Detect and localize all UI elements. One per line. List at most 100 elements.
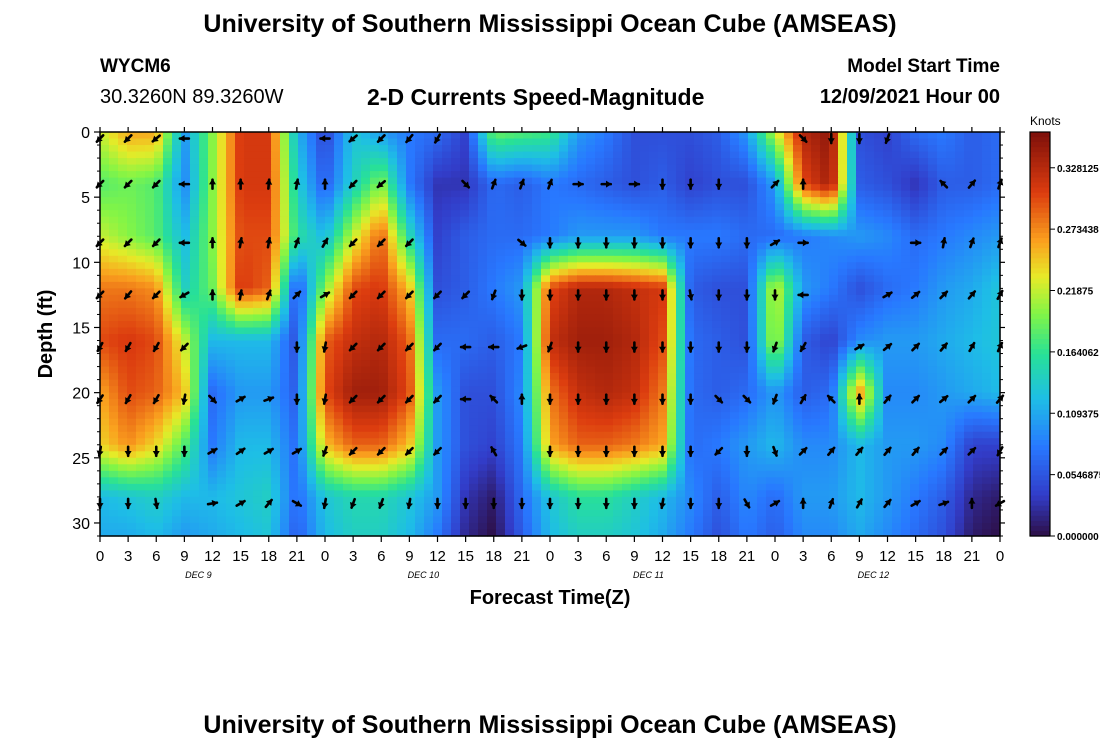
heatmap-cell: [424, 268, 434, 276]
heatmap-cell: [244, 132, 254, 140]
heatmap-cell: [487, 145, 497, 153]
heatmap-cell: [118, 307, 128, 316]
heatmap-cell: [703, 203, 713, 211]
heatmap-cell: [856, 353, 866, 361]
heatmap-cell: [766, 223, 776, 231]
heatmap-cell: [955, 262, 965, 270]
heatmap-cell: [775, 392, 785, 400]
heatmap-cell: [127, 171, 137, 179]
heatmap-cell: [829, 418, 839, 426]
heatmap-cell: [703, 451, 713, 459]
heatmap-cell: [928, 177, 938, 185]
heatmap-cell: [514, 138, 524, 146]
heatmap-cell: [154, 151, 164, 159]
heatmap-cell: [226, 451, 236, 459]
heatmap-cell: [631, 301, 641, 309]
heatmap-cell: [289, 164, 299, 172]
heatmap-cell: [694, 340, 704, 348]
heatmap-cell: [910, 431, 920, 439]
heatmap-cell: [775, 145, 785, 153]
heatmap-cell: [568, 334, 578, 342]
heatmap-cell: [856, 366, 866, 374]
heatmap-cell: [289, 340, 299, 348]
heatmap-cell: [478, 425, 488, 433]
heatmap-cell: [118, 145, 128, 153]
heatmap-cell: [550, 294, 560, 303]
heatmap-cell: [550, 353, 560, 361]
heatmap-cell: [199, 379, 209, 387]
heatmap-cell: [658, 262, 668, 270]
heatmap-cell: [172, 379, 182, 387]
heatmap-cell: [721, 379, 731, 387]
heatmap-cell: [460, 158, 470, 166]
heatmap-cell: [343, 223, 353, 231]
heatmap-cell: [514, 223, 524, 231]
heatmap-cell: [748, 320, 758, 329]
heatmap-cell: [550, 438, 560, 446]
heatmap-cell: [433, 379, 443, 387]
heatmap-cell: [811, 431, 821, 439]
heatmap-cell: [469, 229, 479, 237]
heatmap-cell: [154, 418, 164, 426]
heatmap-cell: [982, 132, 992, 140]
heatmap-cell: [253, 132, 263, 140]
heatmap-cell: [586, 444, 596, 452]
heatmap-cell: [730, 373, 740, 381]
heatmap-cell: [217, 132, 227, 140]
heatmap-cell: [829, 249, 839, 257]
heatmap-cell: [613, 425, 623, 433]
heatmap-cell: [388, 229, 398, 237]
heatmap-cell: [712, 399, 722, 407]
heatmap-cell: [415, 216, 425, 224]
heatmap-cell: [712, 275, 722, 283]
heatmap-cell: [793, 353, 803, 361]
heatmap-cell: [478, 301, 488, 309]
heatmap-cell: [604, 399, 614, 407]
heatmap-cell: [640, 379, 650, 387]
heatmap-cell: [730, 444, 740, 452]
heatmap-cell: [784, 249, 794, 257]
heatmap-cell: [469, 190, 479, 198]
heatmap-cell: [280, 347, 290, 355]
heatmap-cell: [730, 340, 740, 348]
heatmap-cell: [316, 386, 326, 394]
heatmap-cell: [343, 399, 353, 407]
heatmap-cell: [253, 307, 263, 316]
heatmap-cell: [604, 425, 614, 433]
heatmap-cell: [406, 294, 416, 303]
heatmap-cell: [559, 145, 569, 153]
heatmap-cell: [262, 379, 272, 387]
heatmap-cell: [919, 340, 929, 348]
heatmap-cell: [379, 307, 389, 316]
heatmap-cell: [865, 334, 875, 342]
heatmap-cell: [820, 373, 830, 381]
heatmap-cell: [676, 151, 686, 159]
heatmap-cell: [514, 399, 524, 407]
heatmap-cell: [874, 275, 884, 283]
heatmap-cell: [325, 314, 335, 322]
heatmap-cell: [586, 340, 596, 348]
heatmap-cell: [118, 151, 128, 159]
heatmap-cell: [397, 236, 407, 244]
heatmap-cell: [874, 223, 884, 231]
heatmap-cell: [532, 210, 542, 218]
heatmap-cell: [379, 451, 389, 459]
heatmap-cell: [739, 275, 749, 283]
heatmap-cell: [658, 190, 668, 198]
heatmap-cell: [163, 412, 173, 420]
heatmap-cell: [487, 138, 497, 146]
heatmap-cell: [379, 334, 389, 342]
heatmap-cell: [406, 138, 416, 146]
heatmap-cell: [856, 210, 866, 218]
heatmap-cell: [118, 431, 128, 439]
heatmap-cell: [253, 262, 263, 270]
heatmap-cell: [199, 425, 209, 433]
heatmap-cell: [847, 145, 857, 153]
heatmap-cell: [316, 307, 326, 316]
heatmap-cell: [496, 431, 506, 439]
heatmap-cell: [217, 301, 227, 309]
heatmap-cell: [415, 451, 425, 459]
heatmap-cell: [280, 242, 290, 250]
heatmap-cell: [460, 197, 470, 205]
heatmap-cell: [433, 314, 443, 322]
